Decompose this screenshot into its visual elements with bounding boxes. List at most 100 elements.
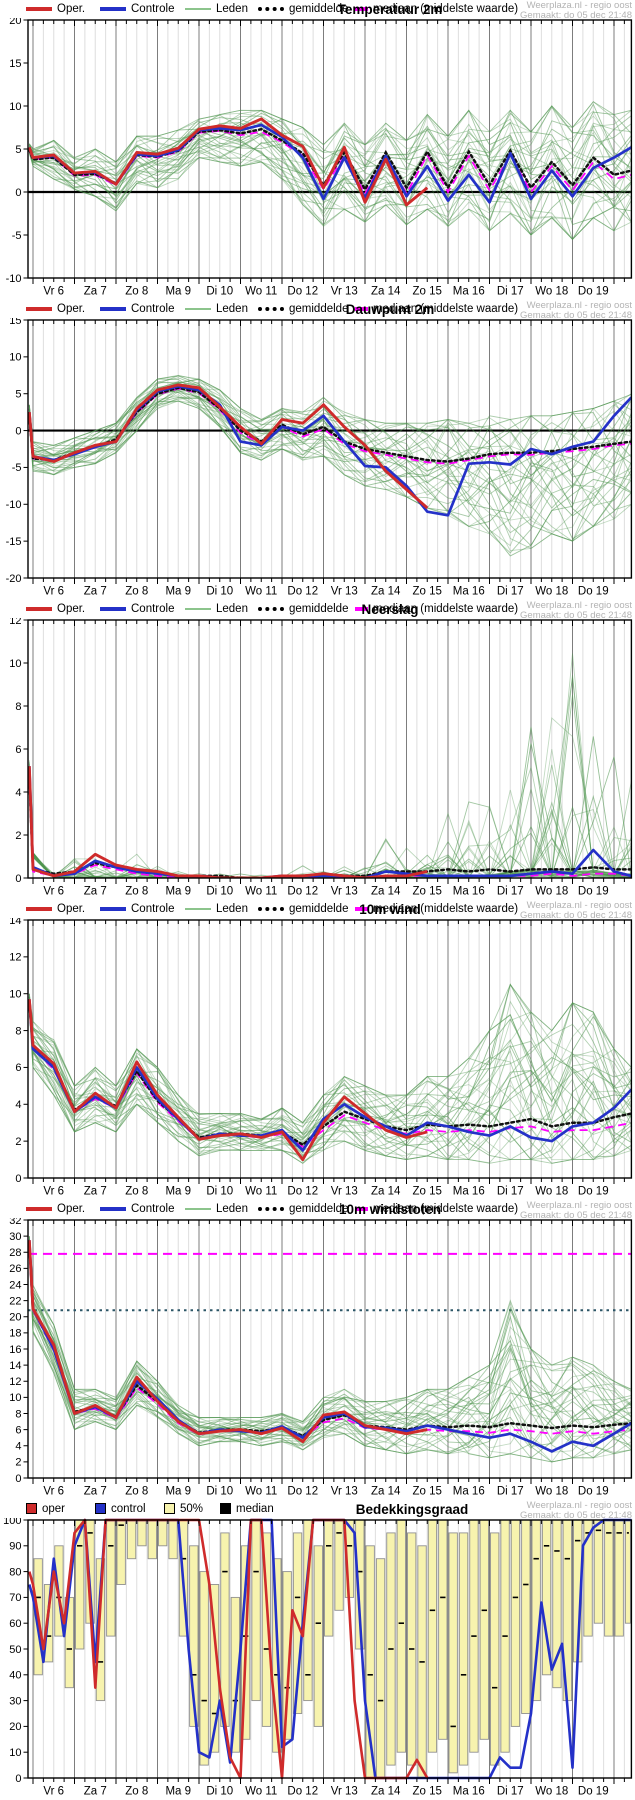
legend-item-oper: Oper.	[26, 3, 85, 15]
oper-line-swatch-icon	[26, 906, 52, 911]
svg-text:30: 30	[9, 1231, 21, 1243]
controle-line-swatch-icon	[100, 906, 126, 911]
svg-text:Wo 18: Wo 18	[535, 886, 568, 898]
mediaan-line-swatch-icon	[355, 6, 368, 11]
svg-text:Di 17: Di 17	[497, 886, 524, 898]
svg-text:0: 0	[15, 873, 21, 885]
leden-line-swatch-icon	[185, 907, 211, 910]
legend-label: oper	[42, 1503, 66, 1515]
legend-item-controle: Controle	[100, 603, 174, 615]
svg-text:Vr 6: Vr 6	[43, 1186, 64, 1198]
svg-text:4: 4	[15, 1099, 21, 1111]
svg-text:Za 7: Za 7	[84, 1786, 107, 1798]
svg-text:10: 10	[9, 1392, 21, 1404]
svg-text:2: 2	[15, 830, 21, 842]
svg-text:0: 0	[15, 1773, 21, 1785]
legend-label: gemiddelde	[289, 303, 349, 315]
legend-item-controle: Controle	[100, 3, 174, 15]
watermark-created: Gemaakt: do 05 dec 21:48	[520, 1210, 632, 1221]
legend-item-oper: oper	[26, 1503, 65, 1515]
svg-text:Di 10: Di 10	[206, 1486, 233, 1498]
gemiddelde-line-swatch-icon	[258, 6, 284, 11]
svg-text:24: 24	[9, 1279, 21, 1291]
svg-text:Do 19: Do 19	[578, 886, 609, 898]
svg-text:Zo 15: Zo 15	[413, 1186, 442, 1198]
svg-text:Do 19: Do 19	[578, 1486, 609, 1498]
chart-title-wind: 10m wind	[359, 902, 421, 917]
gemiddelde-line-swatch-icon	[258, 906, 284, 911]
oper-line-swatch-icon	[26, 606, 52, 611]
oper-line-swatch-icon	[26, 306, 52, 311]
plot-precipitation: 12 10 8 6 4 2 0 Vr 6 Za 7 Zo 8 Ma 9 Di 10 Wo 11 Do 12…	[9, 618, 633, 898]
legend-item-oper: Oper.	[26, 1203, 85, 1215]
watermark-source: Weerplaza.nl - regio oost	[526, 300, 632, 311]
svg-text:-20: -20	[6, 573, 22, 585]
legend-label: Leden	[216, 903, 248, 915]
watermark-source: Weerplaza.nl - regio oost	[526, 0, 632, 11]
svg-text:Do 19: Do 19	[578, 1186, 609, 1198]
legend-item-leden: Leden	[185, 303, 248, 315]
legend-item-leden: Leden	[185, 603, 248, 615]
svg-text:Za 7: Za 7	[84, 886, 107, 898]
legend-label: gemiddelde	[289, 903, 349, 915]
svg-text:Ma 9: Ma 9	[165, 1786, 191, 1798]
svg-text:Zo 15: Zo 15	[413, 586, 442, 598]
svg-text:Za 7: Za 7	[84, 1186, 107, 1198]
oper-square-swatch-icon	[26, 1503, 37, 1515]
svg-text:28: 28	[9, 1247, 21, 1259]
chart-header: Oper. Controle Leden gemiddelde mediaan (mid…	[0, 900, 635, 921]
svg-text:Vr 13: Vr 13	[331, 586, 358, 598]
axis-ticks-labels: 20 15 10 5 0 -5 -10 Vr 6 Za 7 Zo 8 Ma 9 Di 10 Wo 11 D…	[6, 18, 633, 298]
svg-text:Wo 11: Wo 11	[245, 1186, 277, 1198]
axis-ticks-labels: 12 10 8 6 4 2 0 Vr 6 Za 7 Zo 8 Ma 9 Di 10 Wo 11 Do 12…	[9, 618, 633, 898]
svg-text:Di 17: Di 17	[497, 586, 524, 598]
svg-text:Vr 6: Vr 6	[43, 1486, 64, 1498]
svg-text:Ma 16: Ma 16	[453, 1486, 485, 1498]
legend-label: Controle	[131, 1203, 175, 1215]
legend-label: Leden	[216, 3, 248, 15]
svg-text:Vr 13: Vr 13	[331, 1186, 358, 1198]
legend-item-controle: Controle	[100, 303, 174, 315]
svg-text:14: 14	[9, 1360, 21, 1372]
legend-label: gemiddelde	[289, 603, 349, 615]
svg-text:Do 12: Do 12	[287, 1186, 318, 1198]
svg-text:Do 12: Do 12	[287, 586, 318, 598]
watermark: Weerplaza.nl - regio oost Gemaakt: do 05…	[520, 1501, 632, 1521]
svg-text:Vr 6: Vr 6	[43, 886, 64, 898]
mediaan-line-swatch-icon	[355, 906, 368, 911]
svg-text:10: 10	[9, 101, 21, 113]
legend-item-leden: Leden	[185, 903, 248, 915]
svg-text:Vr 6: Vr 6	[43, 1786, 64, 1798]
axis-ticks-labels: 14 12 10 8 6 4 2 0 Vr 6 Za 7 Zo 8 Ma 9 Di 10 Wo 11 Do …	[9, 918, 633, 1198]
svg-text:Di 17: Di 17	[497, 1786, 524, 1798]
plot-temperature-2m: 20 15 10 5 0 -5 -10 Vr 6 Za 7 Zo 8 Ma 9 Di 10 Wo 11 D…	[6, 18, 633, 298]
svg-text:Zo 8: Zo 8	[125, 586, 148, 598]
svg-text:Za 14: Za 14	[371, 1786, 401, 1798]
svg-text:2: 2	[15, 1136, 21, 1148]
legend-label: mediaan (middelste waarde)	[373, 903, 519, 915]
svg-text:Di 17: Di 17	[497, 286, 524, 298]
svg-text:Vr 13: Vr 13	[331, 886, 358, 898]
legend-item-gemiddelde: gemiddelde	[258, 603, 348, 615]
legend-label: Oper.	[57, 903, 86, 915]
controle-line-swatch-icon	[100, 606, 126, 611]
svg-text:20: 20	[9, 1312, 21, 1324]
watermark-created: Gemaakt: do 05 dec 21:48	[520, 310, 632, 321]
legend-item-gemiddelde: gemiddelde	[258, 303, 348, 315]
chart-block-wind-10m: Oper. Controle Leden gemiddelde mediaan (mid…	[0, 900, 635, 1200]
svg-text:Za 14: Za 14	[371, 286, 401, 298]
svg-text:0: 0	[15, 425, 21, 437]
svg-text:Wo 11: Wo 11	[245, 886, 277, 898]
controle-line-swatch-icon	[100, 1206, 126, 1211]
leden-line-swatch-icon	[185, 307, 211, 310]
svg-text:Zo 8: Zo 8	[125, 1786, 148, 1798]
legend-item-gemiddelde: gemiddelde	[258, 1203, 348, 1215]
svg-text:Do 12: Do 12	[287, 286, 318, 298]
svg-text:80: 80	[9, 1566, 21, 1578]
legend-item-mediaan: mediaan (middelste waarde)	[355, 903, 518, 915]
legend-item-mediaan: mediaan (middelste waarde)	[355, 303, 518, 315]
svg-text:16: 16	[9, 1344, 21, 1356]
legend-label: Leden	[216, 303, 248, 315]
svg-text:Zo 8: Zo 8	[125, 286, 148, 298]
